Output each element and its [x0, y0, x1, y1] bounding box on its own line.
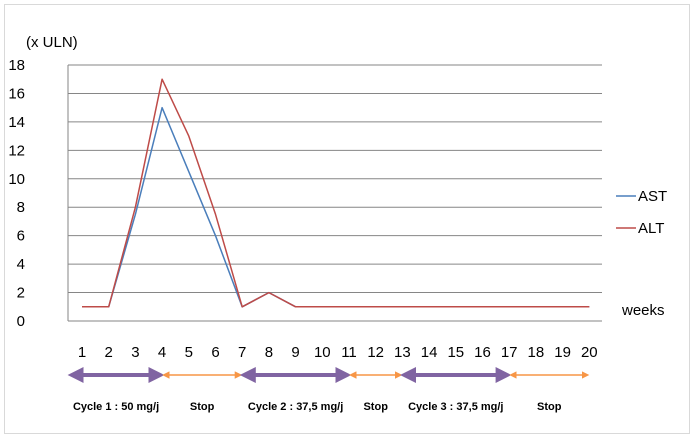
x-tick-label: 15	[447, 344, 464, 361]
x-tick-label: 13	[394, 344, 411, 361]
x-tick-label: 18	[528, 344, 545, 361]
x-tick-label: 17	[501, 344, 518, 361]
cycle-label: Cycle 2 : 37,5 mg/j	[248, 401, 343, 413]
x-tick-label: 8	[265, 344, 273, 361]
y-tick-label: 18	[8, 57, 25, 74]
x-tick-label: 5	[185, 344, 193, 361]
x-tick-label: 19	[554, 344, 571, 361]
x-tick-label: 16	[474, 344, 491, 361]
x-axis-title: weeks	[621, 302, 665, 319]
y-tick-label: 14	[8, 114, 25, 131]
y-tick-label: 12	[8, 142, 25, 159]
y-tick-label: 0	[17, 313, 25, 330]
x-tick-label: 11	[341, 344, 357, 361]
x-tick-label: 7	[238, 344, 246, 361]
y-tick-label: 6	[17, 228, 25, 245]
stop-label: Stop	[537, 401, 562, 413]
x-tick-label: 20	[581, 344, 598, 361]
grid-lines	[68, 64, 602, 294]
treatment-phases: Cycle 1 : 50 mg/j Stop Cycle 2 : 37,5 mg/j…	[67, 367, 590, 413]
legend-label-ast: AST	[638, 188, 667, 205]
x-tick-label: 9	[291, 344, 299, 361]
cycle-label: Cycle 3 : 37,5 mg/j	[408, 401, 503, 413]
y-tick-label: 16	[8, 85, 25, 102]
cycle-label: Cycle 1 : 50 mg/j	[73, 401, 159, 413]
y-tick-label: 10	[8, 171, 25, 188]
series-lines	[82, 78, 590, 308]
series-line-alt	[82, 78, 590, 308]
x-tick-label: 10	[314, 344, 331, 361]
x-tick-label: 6	[211, 344, 219, 361]
x-tick-label: 1	[78, 344, 86, 361]
y-tick-label: 2	[17, 285, 25, 302]
chart-frame	[4, 4, 690, 434]
y-tick-label: 8	[17, 199, 25, 216]
y-tick-label: 4	[17, 256, 25, 273]
x-tick-label: 2	[105, 344, 113, 361]
stop-label: Stop	[190, 401, 215, 413]
y-axis-title: (x ULN)	[26, 34, 78, 51]
stop-label: Stop	[363, 401, 388, 413]
x-tick-label: 3	[131, 344, 139, 361]
legend: AST ALT	[616, 188, 667, 237]
x-tick-label: 12	[367, 344, 384, 361]
legend-label-alt: ALT	[638, 220, 664, 237]
x-tick-label: 4	[158, 344, 166, 361]
x-tick-label: 14	[421, 344, 438, 361]
